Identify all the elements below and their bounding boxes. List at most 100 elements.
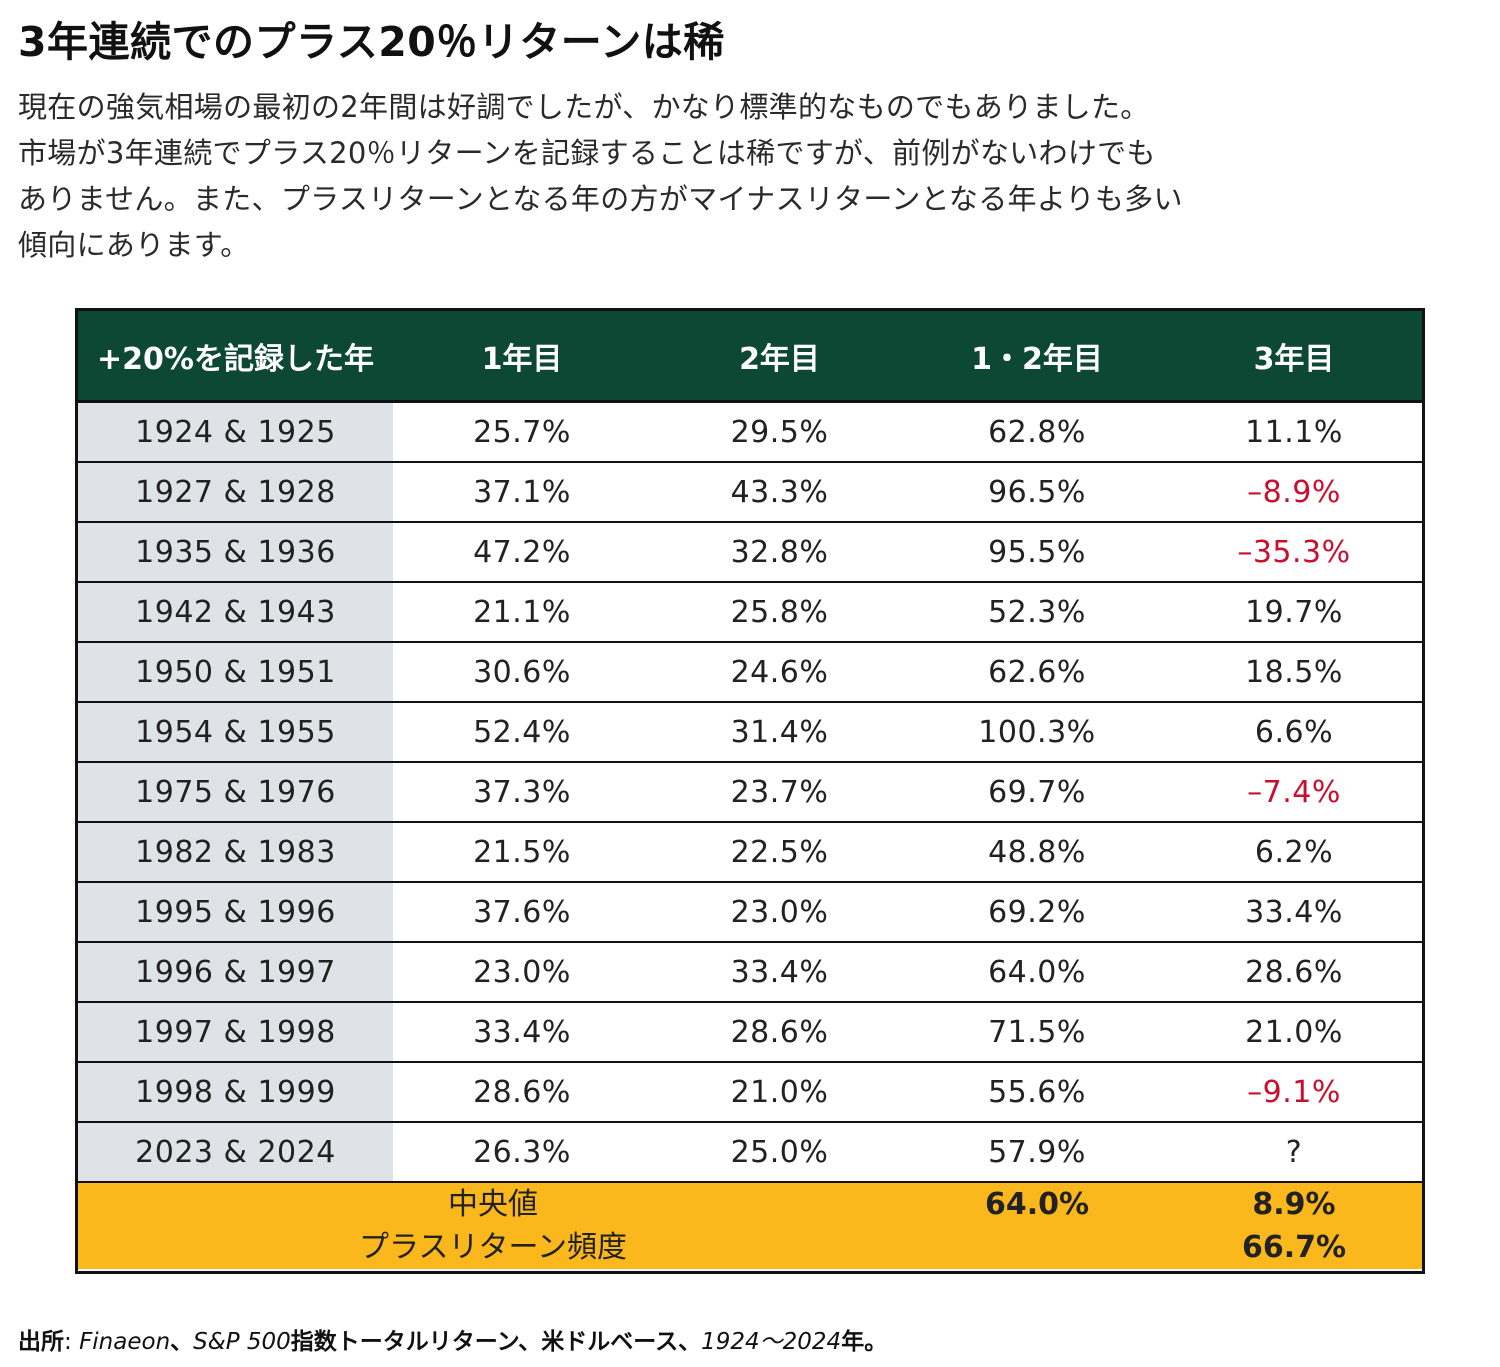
year3-cell: 6.6%: [1166, 702, 1422, 763]
year2-cell: 31.4%: [651, 702, 908, 763]
year12-cell: 55.6%: [908, 1062, 1166, 1123]
year3-cell: 33.4%: [1166, 882, 1422, 943]
year2-cell: 29.5%: [651, 401, 908, 463]
source-index: S&P 500: [193, 1329, 291, 1355]
year1-cell: 28.6%: [393, 1062, 651, 1123]
year2-cell: 33.4%: [651, 942, 908, 1003]
year12-cell: 62.8%: [908, 401, 1166, 463]
returns-table: +20%を記録した年 1年目 2年目 1・2年目 3年目 1924 & 1925…: [75, 308, 1425, 1274]
year3-cell: 21.0%: [1166, 1002, 1422, 1063]
subtitle-line: 現在の強気相場の最初の2年間は好調でしたが、かなり標準的なものでもありました。: [18, 90, 1150, 124]
header-cell-year1: 1年目: [393, 311, 651, 403]
year1-cell: 23.0%: [393, 942, 651, 1003]
year3-cell: 6.2%: [1166, 822, 1422, 883]
table-row: 1982 & 1983 21.5% 22.5% 48.8% 6.2%: [78, 822, 1422, 883]
year-pair-cell: 1975 & 1976: [78, 762, 393, 823]
year1-cell: 37.1%: [393, 462, 651, 523]
source-note: 出所: Finaeon、S&P 500指数トータルリターン、米ドルベース、192…: [18, 1322, 887, 1356]
year-pair-cell: 1996 & 1997: [78, 942, 393, 1003]
positive-frequency-value: 66.7%: [1241, 1230, 1347, 1265]
year3-cell: 19.7%: [1166, 582, 1422, 643]
year2-cell: 22.5%: [651, 822, 908, 883]
summary-row: 中央値 プラスリターン頻度 64.0% 8.9% 66.7%: [78, 1182, 1422, 1269]
source-colon: :: [64, 1329, 80, 1355]
year12-cell: 71.5%: [908, 1002, 1166, 1063]
year-pair-cell: 1927 & 1928: [78, 462, 393, 523]
year1-cell: 26.3%: [393, 1122, 651, 1183]
year-pair-cell: 2023 & 2024: [78, 1122, 393, 1183]
header-cell-year3: 3年目: [1166, 311, 1422, 403]
subtitle-line: ありません。また、プラスリターンとなる年の方がマイナスリターンとなる年よりも多い: [18, 182, 1183, 216]
year3-cell: –35.3%: [1166, 522, 1422, 583]
year2-cell: 43.3%: [651, 462, 908, 523]
year3-cell: ?: [1166, 1122, 1422, 1183]
source-period: 1924～2024: [701, 1329, 842, 1355]
table-row: 1927 & 1928 37.1% 43.3% 96.5% –8.9%: [78, 462, 1422, 523]
year12-cell: 69.2%: [908, 882, 1166, 943]
year3-cell: –8.9%: [1166, 462, 1422, 523]
table-row: 1996 & 1997 23.0% 33.4% 64.0% 28.6%: [78, 942, 1422, 1003]
year-pair-cell: 1935 & 1936: [78, 522, 393, 583]
year12-cell: 52.3%: [908, 582, 1166, 643]
chart-subtitle: 現在の強気相場の最初の2年間は好調でしたが、かなり標準的なものでもありました。 …: [18, 84, 1483, 268]
summary-year12-cell: 64.0%: [908, 1182, 1166, 1269]
year-pair-cell: 1982 & 1983: [78, 822, 393, 883]
year3-cell: 18.5%: [1166, 642, 1422, 703]
year12-cell: 62.6%: [908, 642, 1166, 703]
chart-title: 3年連続でのプラス20％リターンは稀: [18, 18, 725, 66]
year12-cell: 64.0%: [908, 942, 1166, 1003]
year1-cell: 47.2%: [393, 522, 651, 583]
year-pair-cell: 1942 & 1943: [78, 582, 393, 643]
table-row: 2023 & 2024 26.3% 25.0% 57.9%?: [78, 1122, 1422, 1183]
summary-label-cell: 中央値 プラスリターン頻度: [78, 1182, 908, 1269]
year-pair-cell: 1924 & 1925: [78, 401, 393, 463]
year1-cell: 37.6%: [393, 882, 651, 943]
summary-year3-cell: 8.9% 66.7%: [1166, 1182, 1422, 1269]
year2-cell: 32.8%: [651, 522, 908, 583]
table-row: 1950 & 1951 30.6% 24.6% 62.6% 18.5%: [78, 642, 1422, 703]
subtitle-line: 傾向にあります。: [18, 228, 250, 262]
table-row: 1954 & 1955 52.4% 31.4% 100.3% 6.6%: [78, 702, 1422, 763]
year2-cell: 25.8%: [651, 582, 908, 643]
year12-cell: 96.5%: [908, 462, 1166, 523]
source-separator: 、: [170, 1329, 194, 1355]
median-label: 中央値: [448, 1187, 538, 1222]
table-row: 1942 & 1943 21.1% 25.8% 52.3% 19.7%: [78, 582, 1422, 643]
year12-cell: 69.7%: [908, 762, 1166, 823]
median-year12-value: 64.0%: [984, 1187, 1090, 1222]
year2-cell: 23.7%: [651, 762, 908, 823]
source-provider: Finaeon: [79, 1329, 171, 1355]
year3-cell: –7.4%: [1166, 762, 1422, 823]
year12-cell: 57.9%: [908, 1122, 1166, 1183]
year-pair-cell: 1995 & 1996: [78, 882, 393, 943]
year12-cell: 100.3%: [908, 702, 1166, 763]
year3-cell: 11.1%: [1166, 401, 1422, 463]
year-pair-cell: 1998 & 1999: [78, 1062, 393, 1123]
year3-cell: 28.6%: [1166, 942, 1422, 1003]
year2-cell: 21.0%: [651, 1062, 908, 1123]
year2-cell: 24.6%: [651, 642, 908, 703]
year1-cell: 21.5%: [393, 822, 651, 883]
year1-cell: 52.4%: [393, 702, 651, 763]
table-row: 1924 & 1925 25.7% 29.5% 62.8% 11.1%: [78, 401, 1422, 463]
table-row: 1975 & 1976 37.3% 23.7% 69.7% –7.4%: [78, 762, 1422, 823]
positive-frequency-label: プラスリターン頻度: [359, 1230, 627, 1265]
median-year3-value: 8.9%: [1252, 1187, 1336, 1222]
source-index-suffix: 指数トータルリターン、米ドルベース、: [290, 1329, 702, 1355]
year2-cell: 25.0%: [651, 1122, 908, 1183]
header-cell-year12: 1・2年目: [908, 311, 1166, 403]
year1-cell: 30.6%: [393, 642, 651, 703]
year-pair-cell: 1997 & 1998: [78, 1002, 393, 1063]
table-row: 1997 & 1998 33.4% 28.6% 71.5% 21.0%: [78, 1002, 1422, 1063]
year-pair-cell: 1950 & 1951: [78, 642, 393, 703]
year2-cell: 28.6%: [651, 1002, 908, 1063]
year12-cell: 95.5%: [908, 522, 1166, 583]
year1-cell: 33.4%: [393, 1002, 651, 1063]
source-prefix: 出所: [18, 1329, 64, 1355]
subtitle-line: 市場が3年連続でプラス20％リターンを記録することは稀ですが、前例がないわけでも: [18, 136, 1156, 170]
table-row: 1995 & 1996 37.6% 23.0% 69.2% 33.4%: [78, 882, 1422, 943]
year1-cell: 25.7%: [393, 401, 651, 463]
year-pair-cell: 1954 & 1955: [78, 702, 393, 763]
year2-cell: 23.0%: [651, 882, 908, 943]
returns-table-grid: +20%を記録した年 1年目 2年目 1・2年目 3年目 1924 & 1925…: [78, 311, 1422, 1269]
